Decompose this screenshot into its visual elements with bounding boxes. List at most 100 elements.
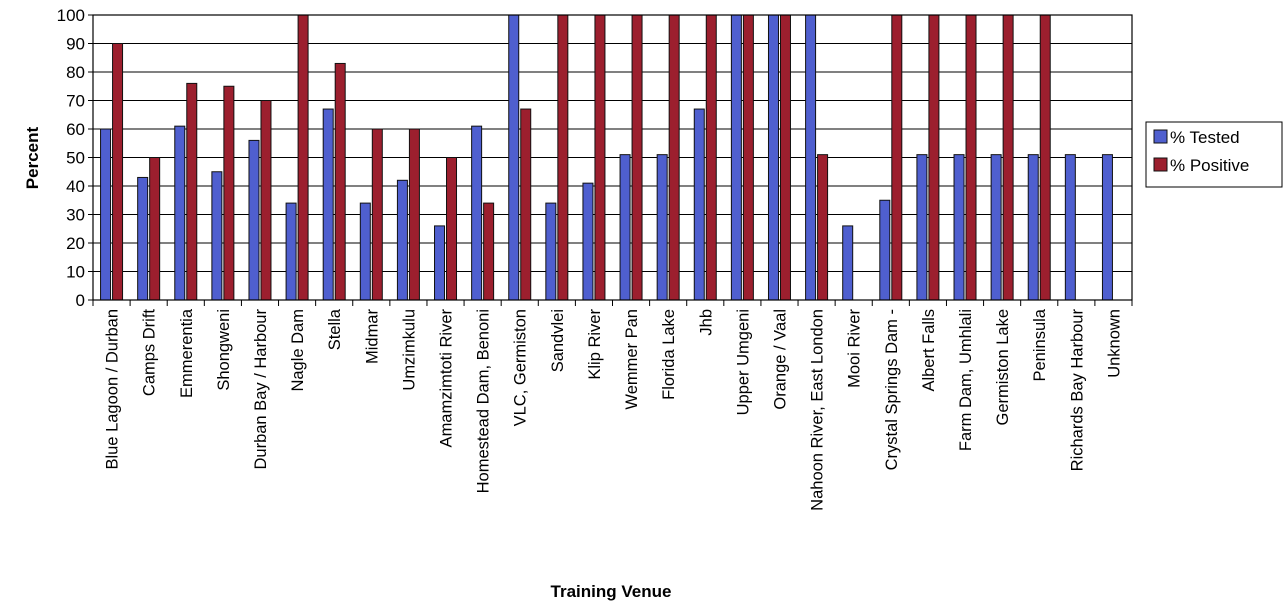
legend-box [1145,121,1283,188]
bar-positive-farm-dam-umhlali [965,14,977,301]
axes [88,14,1133,306]
x-tick-label: Klip River [586,309,604,380]
bar-positive-stella [334,62,346,301]
bar-tested-farm-dam-umhlali [953,154,965,301]
x-tick-label: Mooi River [846,309,864,388]
x-tick-label: Nahoon River, East London [809,309,827,511]
bar-positive-upper-umgeni [742,14,754,301]
x-tick-label: Nagle Dam [289,309,307,392]
y-tick-label: 30 [66,206,85,225]
bar-positive-crystal-springs-dam [891,14,903,301]
bar-tested-crystal-springs-dam [879,199,891,301]
y-tick-label: 100 [57,6,85,25]
y-tick-labels: 0 10 20 30 40 50 60 70 80 90 100 [57,6,85,310]
bar-positive-emmerentia [186,82,198,301]
bar-tested-homestead-dam-benoni [471,125,483,301]
bar-tested-jhb [693,108,705,301]
x-tick-label: Upper Umgeni [734,309,752,415]
y-tick-label: 20 [66,234,85,253]
bar-tested-amamzimtoti-river [434,225,446,301]
bar-positive-florida-lake [668,14,680,301]
y-tick-label: 50 [66,149,85,168]
bar-tested-germiston-lake [990,154,1002,301]
y-tick-label: 0 [76,291,85,310]
bar-tested-shongweni [211,171,223,301]
bar-tested-blue-lagoon-durban [100,128,112,301]
bar-tested-umzimkulu [396,179,408,301]
bar-positive-nagle-dam [297,14,309,301]
x-tick-label: Orange / Vaal [771,309,789,410]
bar-positive-jhb [705,14,717,301]
x-tick-label: Germiston Lake [994,309,1012,425]
bar-positive-orange-vaal [779,14,791,301]
x-tick-label: Jhb [697,309,715,336]
bar-tested-orange-vaal [767,14,779,301]
bar-tested-albert-falls [916,154,928,301]
x-tick-label: Midmar [363,309,381,365]
bar-positive-homestead-dam-benoni [483,202,495,301]
bar-positive-umzimkulu [408,128,420,301]
x-tick-label: Durban Bay / Harbour [252,308,270,469]
y-tick-label: 60 [66,120,85,139]
x-tick-label: VLC, Germiston [512,309,530,426]
legend-label-tested: % Tested [1170,128,1240,147]
x-tick-labels: Blue Lagoon / Durban Camps Drift Emmerenti… [104,308,1124,511]
y-tick-label: 80 [66,63,85,82]
bar-positive-nahoon-river-east-london [817,154,829,301]
x-tick-label: Camps Drift [141,309,159,397]
bar-tested-vlc-germiston [508,14,520,301]
bar-tested-klip-river [582,182,594,301]
y-tick-label: 10 [66,263,85,282]
x-tick-label: Wemmer Pan [623,309,641,410]
bar-tested-richards-bay-harbour [1064,154,1076,301]
legend-swatch-tested [1153,129,1168,144]
x-tick-label: Shongweni [215,309,233,391]
x-tick-label: Albert Falls [920,309,938,392]
bar-tested-mooi-river [842,225,854,301]
bar-positive-albert-falls [928,14,940,301]
bar-positive-sandvlei [557,14,569,301]
legend: % Tested % Positive [1145,121,1283,188]
x-tick-label: Florida Lake [660,309,678,400]
bar-tested-nagle-dam [285,202,297,301]
x-tick-label: Sandvlei [549,309,567,372]
y-tick-label: 40 [66,177,85,196]
x-tick-label: Blue Lagoon / Durban [104,309,122,470]
bar-tested-upper-umgeni [730,14,742,301]
y-tick-label: 70 [66,92,85,111]
bar-tested-wemmer-pan [619,154,631,301]
bar-tested-florida-lake [656,154,668,301]
bar-tested-midmar [359,202,371,301]
bar-tested-peninsula [1027,154,1039,301]
x-axis-title: Training Venue [551,582,672,601]
legend-swatch-positive [1153,157,1168,172]
bar-positive-camps-drift [149,157,161,301]
x-tick-label: Farm Dam, Umhlali [957,309,975,451]
y-tick-label: 90 [66,35,85,54]
bar-positive-peninsula [1039,14,1051,301]
bar-tested-stella [322,108,334,301]
bar-positive-durban-bay-harbour [260,100,272,301]
bars [100,14,1113,301]
bar-tested-durban-bay-harbour [248,139,260,301]
bar-positive-midmar [371,128,383,301]
bar-positive-wemmer-pan [631,14,643,301]
x-tick-label: Homestead Dam, Benoni [475,309,493,493]
y-axis-title: Percent [23,126,42,189]
x-tick-label: Richards Bay Harbour [1068,309,1086,472]
x-tick-label: Stella [326,308,344,350]
bar-positive-blue-lagoon-durban [112,43,124,301]
bar-positive-amamzimtoti-river [446,157,458,301]
x-tick-label: Amamzimtoti River [438,309,456,448]
bar-positive-klip-river [594,14,606,301]
x-tick-label: Peninsula [1031,308,1049,381]
bar-tested-sandvlei [545,202,557,301]
bar-tested-emmerentia [174,125,186,301]
x-tick-label: Emmerentia [178,308,196,398]
x-tick-label: Crystal Springs Dam - [883,309,901,470]
bar-tested-unknown [1101,154,1113,301]
bar-positive-vlc-germiston [520,108,532,301]
bar-tested-nahoon-river-east-london [805,14,817,301]
bar-positive-germiston-lake [1002,14,1014,301]
